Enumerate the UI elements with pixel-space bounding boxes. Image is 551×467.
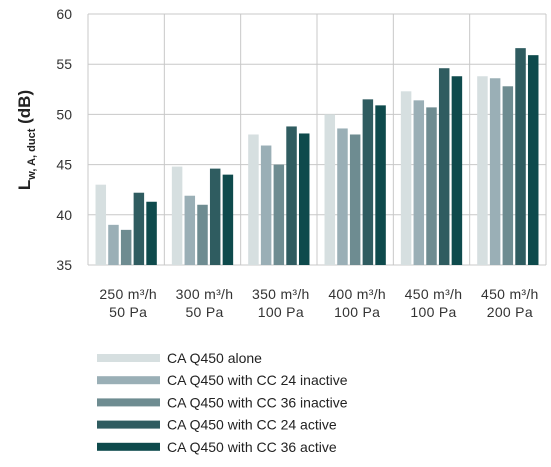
- legend-label: CA Q450 with CC 36 inactive: [167, 394, 348, 410]
- y-tick-label: 40: [56, 207, 72, 223]
- bar: [426, 107, 437, 265]
- bar: [324, 114, 336, 266]
- grid-layer: [87, 13, 547, 266]
- bar: [413, 100, 425, 266]
- x-tick-label-line2: 100 Pa: [410, 304, 456, 320]
- x-tick-label-line2: 50 Pa: [109, 304, 147, 320]
- bar: [337, 128, 348, 265]
- bar: [146, 201, 157, 265]
- bar: [197, 204, 208, 265]
- bar: [120, 229, 132, 265]
- bar: [209, 168, 221, 265]
- bar: [438, 68, 450, 265]
- legend-swatch: [97, 398, 160, 407]
- legend: CA Q450 alone CA Q450 with CC 24 inactive…: [97, 350, 348, 455]
- legend-swatch: [97, 376, 160, 385]
- y-tick-label: 60: [56, 6, 72, 22]
- bar: [349, 134, 361, 265]
- y-tick-label: 45: [56, 157, 72, 173]
- legend-swatch: [97, 354, 160, 362]
- bar: [489, 78, 501, 265]
- y-axis-label-unit: (dB): [15, 90, 34, 129]
- legend-swatch: [97, 442, 160, 451]
- bar: [273, 164, 285, 265]
- x-tick-label-line1: 450 m³/h: [405, 286, 463, 302]
- bar: [515, 48, 526, 265]
- x-tick-label-line1: 400 m³/h: [328, 286, 386, 302]
- x-tick-label-line1: 250 m³/h: [99, 286, 157, 302]
- axis-layer: 35 40 45 50 55 60 250 m³/h 50 Pa 300 m³/h 50 Pa 35…: [56, 6, 538, 320]
- y-tick-label: 55: [56, 56, 72, 72]
- bar: [375, 105, 386, 265]
- legend-label: CA Q450 with CC 36 active: [167, 439, 337, 455]
- bar: [527, 55, 539, 265]
- bar: [133, 192, 145, 265]
- x-tick-label-line2: 50 Pa: [185, 304, 223, 320]
- y-tick-label: 50: [56, 106, 72, 122]
- x-tick-label-line1: 450 m³/h: [481, 286, 539, 302]
- bar: [95, 184, 107, 265]
- y-tick-label: 35: [56, 257, 72, 273]
- bar: [362, 99, 374, 265]
- bar: [400, 91, 412, 265]
- bar: [260, 145, 272, 265]
- x-tick-label-line2: 100 Pa: [258, 304, 304, 320]
- x-tick-label-line1: 300 m³/h: [176, 286, 234, 302]
- legend-label: CA Q450 with CC 24 inactive: [167, 372, 348, 388]
- bars-layer: [95, 48, 539, 266]
- x-tick-label-line1: 350 m³/h: [252, 286, 310, 302]
- bar: [286, 126, 297, 265]
- y-axis-label-subscript: w, A, duct: [26, 128, 38, 180]
- x-tick-label-line2: 200 Pa: [487, 304, 533, 320]
- bar: [298, 133, 310, 265]
- bar: [222, 174, 234, 265]
- legend-swatch: [97, 420, 160, 429]
- bar: [108, 224, 119, 265]
- bar: [248, 134, 259, 265]
- legend-label: CA Q450 alone: [167, 350, 262, 366]
- bar: [184, 195, 196, 265]
- bar: [451, 76, 463, 265]
- bar: [502, 86, 514, 266]
- bar: [477, 76, 488, 265]
- legend-label: CA Q450 with CC 24 active: [167, 417, 337, 433]
- x-tick-label-line2: 100 Pa: [334, 304, 380, 320]
- y-axis-label: Lw, A, duct (dB): [15, 90, 38, 190]
- y-axis-label-main: L: [15, 180, 34, 190]
- bar: [171, 166, 183, 265]
